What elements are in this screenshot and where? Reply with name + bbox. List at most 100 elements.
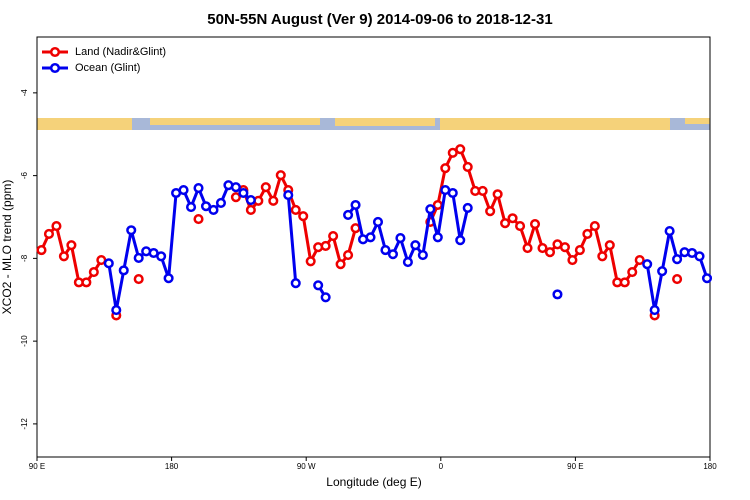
data-point (103, 258, 114, 269)
data-point (402, 257, 413, 268)
land-strip (37, 118, 132, 130)
data-point (36, 245, 47, 256)
x-tick-label: 90 W (297, 462, 316, 471)
legend-marker (49, 62, 61, 74)
data-point (395, 233, 406, 244)
legend-marker (49, 46, 61, 58)
data-point (372, 216, 384, 228)
data-point (672, 274, 683, 285)
data-point (417, 250, 428, 261)
data-point (664, 226, 675, 237)
data-point (111, 305, 122, 316)
land-strip (685, 118, 710, 124)
data-point (552, 289, 563, 300)
data-point (350, 199, 361, 211)
legend-label: Land (Nadir&Glint) (75, 46, 166, 58)
data-point (230, 182, 241, 193)
data-point (260, 182, 271, 193)
data-point (275, 170, 286, 181)
data-point (133, 252, 144, 264)
data-point (380, 245, 391, 256)
data-point (619, 277, 630, 288)
y-axis-label: XCO2 - MLO trend (ppm) (0, 180, 14, 315)
data-point (178, 185, 189, 196)
data-point (522, 242, 533, 254)
data-point (574, 245, 585, 256)
data-point (672, 254, 683, 265)
data-point (118, 265, 129, 276)
data-point (66, 240, 77, 251)
data-point (350, 223, 361, 234)
data-point (81, 277, 92, 288)
data-point (440, 163, 451, 174)
data-point (567, 254, 578, 266)
data-point (462, 202, 473, 213)
data-point (515, 221, 526, 232)
data-point (657, 266, 668, 277)
map-strip (37, 118, 710, 130)
data-point (537, 242, 548, 254)
data-point (343, 250, 354, 261)
data-point (163, 273, 174, 284)
series-line (107, 183, 709, 312)
data-point (529, 218, 541, 230)
data-point (597, 251, 608, 262)
data-point (365, 232, 376, 243)
data-point (126, 225, 137, 236)
data-point (455, 235, 466, 246)
x-tick-label: 180 (165, 462, 179, 471)
plot-frame (36, 36, 711, 458)
data-point (298, 211, 309, 222)
data-point (58, 251, 69, 262)
data-point (328, 230, 339, 242)
data-point (425, 204, 436, 215)
data-point (477, 185, 488, 196)
data-point (507, 213, 518, 224)
data-point (462, 161, 473, 172)
data-point (51, 221, 62, 232)
data-point (589, 221, 600, 232)
data-point (500, 218, 511, 229)
data-point (88, 266, 99, 278)
data-point (245, 194, 256, 206)
data-point (238, 187, 249, 199)
legend-label: Ocean (Glint) (75, 62, 140, 74)
data-point (156, 251, 167, 262)
data-point (387, 249, 398, 260)
data-point (320, 292, 331, 303)
data-point (313, 280, 324, 291)
data-point (290, 278, 301, 289)
x-axis-label: Longitude (deg E) (326, 475, 421, 489)
data-point (634, 254, 645, 266)
data-point (492, 189, 503, 200)
data-point (245, 204, 256, 216)
x-tick-label: 0 (439, 462, 444, 471)
data-point (320, 240, 331, 252)
data-point (305, 256, 316, 267)
data-point (694, 251, 705, 262)
data-point (604, 240, 615, 251)
x-tick-label: 90 E (29, 462, 45, 471)
land-strip (335, 118, 435, 126)
data-point (215, 197, 227, 208)
data-point (43, 228, 55, 240)
data-point (701, 273, 713, 284)
data-point (290, 204, 301, 216)
data-point (544, 247, 556, 258)
land-strip (440, 118, 670, 130)
data-point (343, 209, 354, 220)
y-tick-label: -10 (20, 335, 29, 347)
data-point (582, 228, 593, 240)
data-point (200, 201, 212, 212)
data-point (208, 204, 219, 216)
y-tick-label: -12 (20, 418, 29, 430)
data-point (455, 144, 466, 155)
data-point (432, 232, 443, 243)
data-point (230, 192, 241, 203)
x-tick-label: 180 (703, 462, 717, 471)
data-point (627, 266, 638, 278)
x-tick-label: 90 E (567, 462, 583, 471)
land-strip (150, 118, 320, 125)
data-point (642, 259, 653, 270)
